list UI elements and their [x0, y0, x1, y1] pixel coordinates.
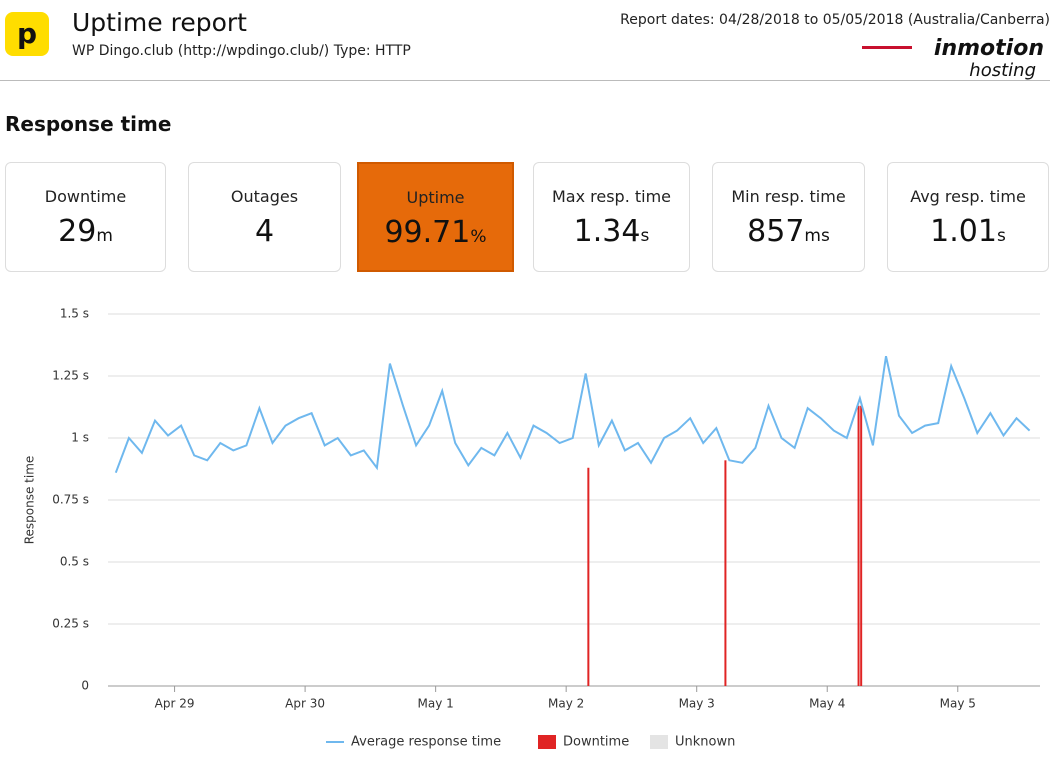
title: Uptime report [72, 8, 247, 37]
downtime-bar [860, 405, 863, 686]
brand-swoosh [862, 46, 912, 49]
card-label: Outages [230, 187, 299, 206]
legend-label: Unknown [675, 735, 735, 750]
divider [0, 80, 1050, 81]
x-tick-label: May 5 [940, 697, 976, 711]
x-tick-label: Apr 30 [285, 697, 325, 711]
card-value: 1.34s [573, 214, 650, 249]
card-label: Max resp. time [551, 187, 672, 206]
legend-label: Average response time [351, 735, 501, 750]
legend-swatch [650, 735, 668, 749]
response-line [114, 355, 1031, 474]
card-unit: s [996, 226, 1006, 246]
stat-card: Avg resp. time 1.01s [887, 162, 1049, 272]
card-label: Avg resp. time [910, 187, 1026, 206]
card-unit: ms [804, 226, 830, 246]
card-unit: s [640, 226, 650, 246]
card-value: 857ms [747, 214, 830, 249]
legend-label: Downtime [563, 735, 629, 750]
stat-card: Outages 4 [188, 162, 341, 272]
card-value: 4 [254, 214, 275, 249]
stat-card: Uptime 99.71% [357, 162, 514, 272]
card-label: Downtime [44, 187, 127, 206]
stat-card: Min resp. time 857ms [712, 162, 865, 272]
y-tick-label: 0.5 s [60, 555, 89, 569]
y-tick-label: 1 s [71, 431, 89, 445]
y-tick-label: 1.25 s [52, 369, 89, 383]
card-label: Uptime [406, 188, 465, 207]
logo: p [5, 12, 49, 56]
downtime-bar [587, 467, 590, 686]
card-unit: m [96, 226, 113, 246]
x-tick-label: May 1 [418, 697, 454, 711]
stat-card: Downtime 29m [5, 162, 166, 272]
stat-card: Max resp. time 1.34s [533, 162, 690, 272]
y-tick-label: 0.75 s [52, 493, 89, 507]
downtime-bar [724, 460, 727, 686]
x-tick-label: May 2 [548, 697, 584, 711]
brand-sub: hosting [969, 60, 1036, 81]
section-title: Response time [5, 112, 172, 136]
y-axis-label: Response time [23, 456, 37, 545]
downtime-bar [857, 405, 860, 686]
card-unit: % [470, 227, 487, 247]
card-value: 29m [58, 214, 113, 249]
y-tick-label: 0 [81, 679, 89, 693]
x-tick-label: May 4 [809, 697, 845, 711]
card-value: 1.01s [930, 214, 1006, 249]
legend-swatch [538, 735, 556, 749]
y-tick-label: 1.5 s [60, 307, 89, 321]
y-tick-label: 0.25 s [52, 617, 89, 631]
subtitle: WP Dingo.club (http://wpdingo.club/) Typ… [72, 43, 411, 59]
brand: inmotion [933, 36, 1044, 61]
x-tick-label: May 3 [679, 697, 715, 711]
x-tick-label: Apr 29 [155, 697, 195, 711]
card-value: 99.71% [384, 215, 487, 250]
card-label: Min resp. time [731, 187, 846, 206]
chart: 0 0.25 s 0.5 s 0.75 s 1 s 1.25 s 1.5 s Apr 29 Ap… [23, 307, 1040, 750]
report-dates: Report dates: 04/28/2018 to 05/05/2018 (… [620, 12, 1050, 28]
